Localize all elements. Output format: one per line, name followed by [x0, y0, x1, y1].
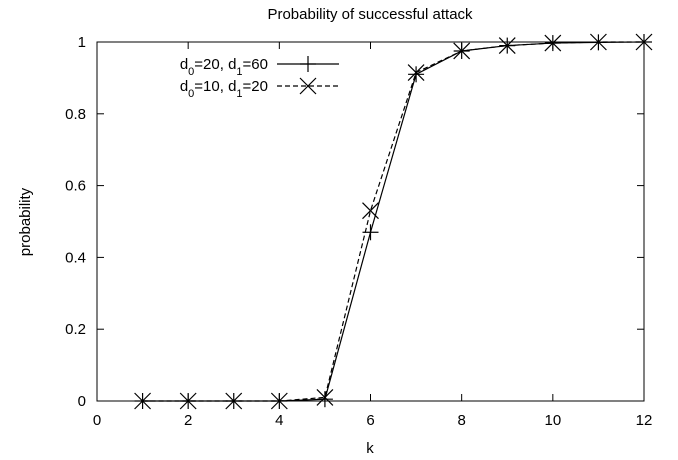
series-2-point [179, 392, 197, 410]
legend-label-part: =20, d [194, 56, 236, 73]
legend-label-part: =60 [243, 56, 268, 73]
legend-marker-2 [299, 77, 317, 95]
legend-label-part: 0 [188, 88, 194, 100]
legend-label-part: =20 [243, 78, 268, 95]
y-tick-label: 0.6 [65, 178, 86, 195]
y-tick-label: 0 [78, 393, 86, 410]
series-2-point [270, 392, 288, 410]
series-2-point [589, 33, 607, 51]
x-tick-label: 12 [636, 412, 653, 429]
series-2-point [453, 42, 471, 60]
series-2-point [407, 64, 425, 81]
series-2-point [225, 392, 243, 410]
legend-marker-1 [300, 56, 316, 72]
legend-label-part: 0 [188, 66, 194, 78]
x-axis-title: k [366, 440, 374, 457]
x-axis-ticks: 0 2 4 6 8 10 12 [93, 42, 653, 429]
x-tick-label: 8 [457, 412, 465, 429]
series-2-point [362, 202, 379, 220]
series-2-point [134, 392, 152, 410]
series-2-point [316, 388, 334, 406]
series-layer [134, 33, 653, 410]
y-tick-label: 0.8 [65, 106, 86, 123]
chart-title: Probability of successful attack [267, 6, 473, 23]
series-2-point [544, 34, 562, 52]
x-tick-label: 4 [275, 412, 283, 429]
x-tick-label: 10 [544, 412, 561, 429]
legend-label-part: 1 [236, 88, 242, 100]
series-line-2 [142, 41, 644, 402]
series-1-point [316, 391, 333, 408]
legend-label-part: d [180, 78, 188, 95]
series-2-point [498, 37, 516, 55]
legend-label-part: =10, d [194, 78, 236, 95]
series-1-point [408, 66, 425, 83]
x-tick-label: 2 [184, 412, 192, 429]
series-2-point [635, 33, 653, 51]
legend-label-part: d [180, 56, 188, 73]
y-tick-label: 0.4 [65, 249, 86, 266]
series-line-1 [142, 41, 645, 402]
plot-area-frame [96, 41, 645, 402]
legend-label-1: d0=20, d1=60 [180, 56, 268, 78]
y-axis-ticks: 0 0.2 0.4 0.6 0.8 1 [65, 34, 644, 410]
legend-label-2: d0=10, d1=20 [180, 78, 268, 100]
y-tick-label: 1 [78, 34, 86, 51]
x-tick-label: 6 [366, 412, 374, 429]
x-tick-label: 0 [93, 412, 101, 429]
y-axis-title: probability [17, 187, 34, 256]
legend-label-part: 1 [236, 66, 242, 78]
y-tick-label: 0.2 [65, 321, 86, 338]
